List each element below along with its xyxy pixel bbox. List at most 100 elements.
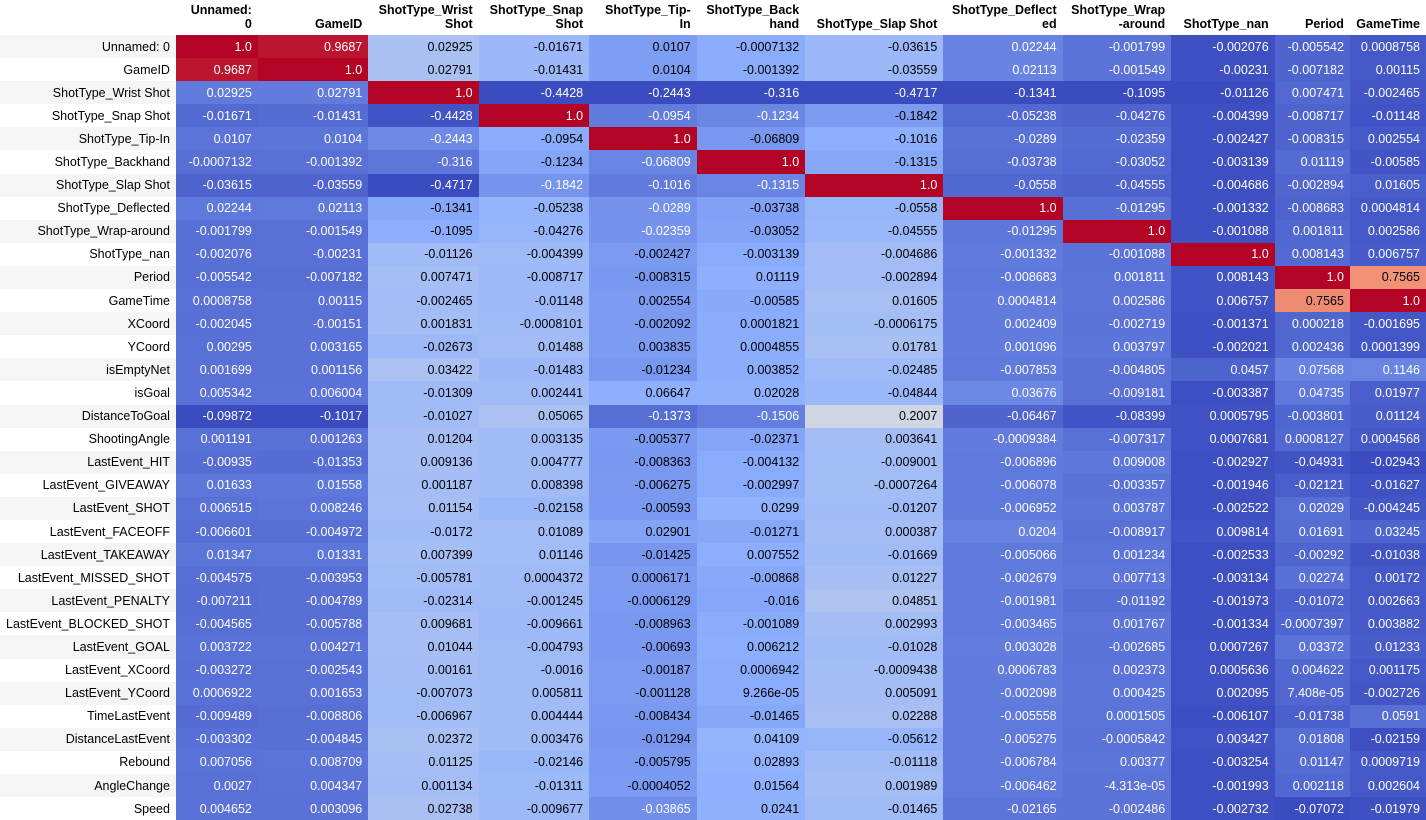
row-header: LastEvent_XCoord [0, 658, 176, 682]
table-cell: -0.003272 [175, 658, 258, 682]
table-cell: 0.008246 [257, 496, 369, 520]
table-cell: 0.004652 [175, 797, 258, 820]
table-row: ShotType_Deflected 0.02244 0.02113 -0.1341-… [0, 196, 1426, 220]
table-cell: -0.008683 [943, 265, 1063, 290]
table-cell: 0.01124 [1349, 404, 1426, 428]
row-header: ShotType_Slap Shot [0, 173, 176, 197]
table-cell: 0.002441 [478, 381, 590, 405]
table-cell: 0.001989 [805, 774, 944, 798]
table-cell: -0.009489 [175, 704, 258, 728]
table-cell: -0.006107 [1171, 704, 1275, 728]
column-header[interactable]: ShotType_Slap Shot [805, 0, 944, 35]
table-cell: -0.004399 [478, 242, 590, 266]
table-row: Period -0.005542 -0.007182 0.007471 -0.00871… [0, 265, 1426, 290]
column-header[interactable]: ShotType_Tip-In [589, 0, 697, 35]
table-cell: 0.003722 [175, 635, 258, 659]
table-cell: -0.004565 [175, 612, 258, 636]
table-cell: -0.03615 [175, 173, 258, 197]
table-cell: -0.005788 [257, 612, 369, 636]
table-cell: -0.007853 [943, 358, 1063, 382]
table-cell: -0.001549 [257, 219, 369, 243]
table-cell: 0.007471 [1274, 81, 1350, 105]
table-cell: 0.008709 [257, 750, 369, 774]
table-cell: -0.4717 [368, 173, 479, 197]
table-cell: 0.009008 [1062, 450, 1172, 474]
table-cell: -0.01483 [478, 358, 590, 382]
table-cell: -0.002685 [1062, 635, 1172, 659]
table-cell: 0.03422 [368, 358, 479, 382]
table-row: ShotType_Wrist Shot 0.02925 0.02791 1.0 -0.4… [0, 81, 1426, 105]
table-cell: 0.003787 [1062, 496, 1172, 520]
table-cell: 0.02274 [1274, 566, 1350, 590]
table-cell: 0.008143 [1274, 242, 1350, 266]
table-cell: -0.0006129 [589, 589, 697, 613]
column-header[interactable]: ShotType_Wrist Shot [368, 0, 479, 35]
table-cell: 0.01691 [1274, 519, 1350, 544]
table-cell: 0.003427 [1171, 727, 1275, 751]
table-cell: -0.0289 [589, 196, 697, 220]
table-cell: 0.0241 [696, 797, 806, 820]
table-cell: 0.06647 [589, 381, 697, 405]
table-row: LastEvent_PENALTY -0.007211 -0.004789 -0.02… [0, 589, 1426, 613]
table-cell: 0.001263 [257, 427, 369, 451]
table-cell: -0.2443 [368, 127, 479, 151]
table-cell: 0.02029 [1274, 496, 1350, 520]
table-cell: -0.02673 [368, 335, 479, 359]
table-cell: 0.005091 [805, 681, 944, 705]
table-cell: 0.02738 [368, 797, 479, 820]
table-cell: 0.001134 [368, 774, 479, 798]
table-row: isEmptyNet 0.001699 0.001156 0.03422 -0.0148… [0, 358, 1426, 382]
table-cell: -0.002543 [257, 658, 369, 682]
table-row: LastEvent_SHOT 0.006515 0.008246 0.01154 -0.… [0, 496, 1426, 520]
column-header[interactable]: GameID [257, 0, 369, 35]
table-cell: 0.01558 [257, 473, 369, 497]
table-cell: -0.06809 [696, 127, 806, 151]
table-cell: 0.0107 [175, 127, 258, 151]
table-cell: 0.1146 [1349, 358, 1426, 382]
column-header[interactable]: GameTime [1349, 0, 1426, 35]
table-cell: 0.003096 [257, 797, 369, 820]
table-cell: -0.01465 [805, 797, 944, 820]
table-cell: -0.03559 [805, 58, 944, 82]
column-header[interactable]: ShotType_Deflected [943, 0, 1063, 35]
table-cell: -0.01234 [589, 358, 697, 382]
table-cell: -0.001993 [1171, 774, 1275, 798]
table-cell: -0.004793 [478, 635, 590, 659]
table-cell: 0.02028 [696, 381, 806, 405]
table-cell: 0.003797 [1062, 335, 1172, 359]
column-header[interactable]: ShotType_Wrap-around [1062, 0, 1172, 35]
column-header[interactable]: ShotType_nan [1171, 0, 1275, 35]
table-cell: -0.1095 [1062, 81, 1172, 105]
table-row: AngleChange 0.0027 0.004347 0.001134 -0.0131… [0, 774, 1426, 798]
table-cell: 0.0006171 [589, 566, 697, 590]
table-cell: 0.02113 [943, 58, 1063, 82]
table-cell: 0.01233 [1349, 635, 1426, 659]
column-header[interactable]: ShotType_Backhand [696, 0, 806, 35]
table-cell: -0.02121 [1274, 473, 1350, 497]
table-row: ShootingAngle 0.001191 0.001263 0.01204 0.00… [0, 427, 1426, 451]
table-cell: -0.0006175 [805, 312, 944, 336]
table-cell: -0.01148 [1349, 104, 1426, 128]
table-cell: 0.009136 [368, 450, 479, 474]
table-cell: -0.007073 [368, 681, 479, 705]
table-cell: 0.01633 [175, 473, 258, 497]
table-cell: -0.00585 [696, 289, 806, 313]
row-header: Speed [0, 797, 176, 820]
column-header[interactable]: ShotType_Snap Shot [478, 0, 590, 35]
table-cell: -0.002427 [1171, 127, 1275, 151]
row-header: LastEvent_PENALTY [0, 589, 176, 613]
table-row: GameID 0.9687 1.0 0.02791 -0.01431 0.0104 -0.0… [0, 58, 1426, 82]
table-cell: 0.02791 [257, 81, 369, 105]
table-cell: 1.0 [943, 196, 1063, 220]
table-cell: 0.0027 [175, 774, 258, 798]
table-cell: 0.04109 [696, 727, 806, 751]
column-header[interactable]: Period [1274, 0, 1350, 35]
table-cell: -0.01192 [1062, 589, 1172, 613]
table-cell: 0.0009719 [1349, 750, 1426, 774]
table-cell: -0.0005842 [1062, 727, 1172, 751]
row-header: LastEvent_BLOCKED_SHOT [0, 612, 176, 636]
table-cell: -0.002719 [1062, 312, 1172, 336]
table-cell: -0.0172 [368, 519, 479, 544]
column-header[interactable]: Unnamed: 0 [175, 0, 258, 35]
table-cell: -0.001128 [589, 681, 697, 705]
